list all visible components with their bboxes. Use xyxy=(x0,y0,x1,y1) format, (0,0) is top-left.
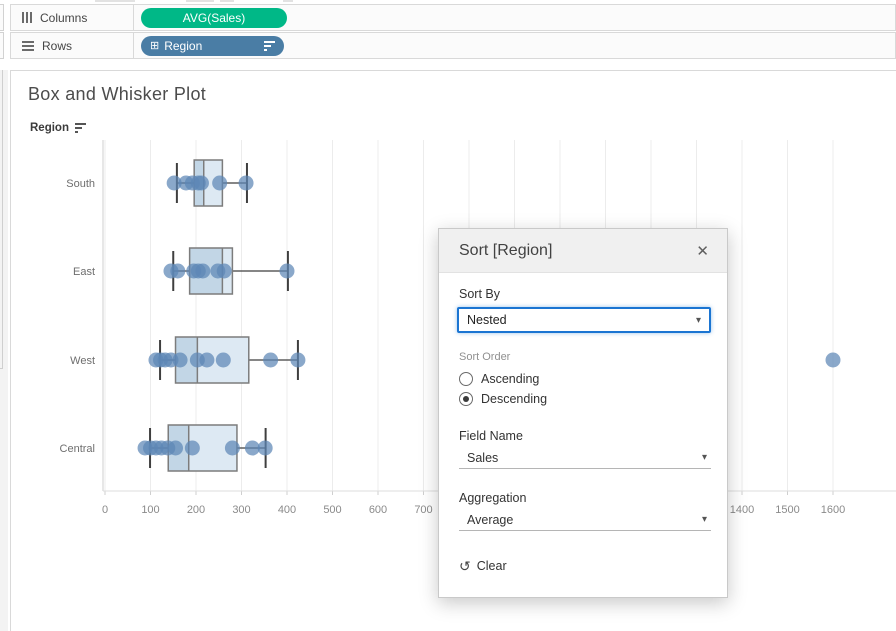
data-point[interactable] xyxy=(258,441,273,456)
chevron-down-icon: ▾ xyxy=(702,514,707,525)
descending-radio[interactable]: Descending xyxy=(459,391,547,407)
field-name-label: Field Name xyxy=(459,429,523,443)
toolbar-fragment xyxy=(283,0,293,2)
radio-circle[interactable] xyxy=(459,372,473,386)
cutoff-card-border xyxy=(2,70,3,368)
data-point[interactable] xyxy=(225,441,240,456)
sort-by-dropdown[interactable]: Nested ▾ xyxy=(457,307,711,333)
data-point[interactable] xyxy=(263,353,278,368)
cutoff-shelf-fragment xyxy=(0,32,4,59)
clear-button[interactable]: ↺ Clear xyxy=(459,559,507,573)
aggregation-label: Aggregation xyxy=(459,491,526,505)
sort-region-dialog: Sort [Region] ✕ Sort By Nested ▾ Sort Or… xyxy=(438,228,728,598)
sort-order-label: Sort Order xyxy=(459,351,510,363)
sort-by-value: Nested xyxy=(467,313,507,327)
sort-descending-icon[interactable] xyxy=(264,41,275,51)
region-pill-label: Region xyxy=(164,39,202,53)
data-point[interactable] xyxy=(826,353,841,368)
descending-radio-label: Descending xyxy=(481,392,547,406)
columns-shelf-label: Columns xyxy=(40,11,87,25)
region-column-header[interactable]: Region xyxy=(30,122,86,134)
data-point[interactable] xyxy=(185,441,200,456)
rows-shelf[interactable]: Rows ⊞ Region xyxy=(10,32,896,59)
toolbar-fragment xyxy=(220,0,234,2)
data-point[interactable] xyxy=(280,264,295,279)
avg-sales-pill[interactable]: AVG(Sales) xyxy=(141,8,287,28)
expand-plus-icon[interactable]: ⊞ xyxy=(150,41,159,52)
toolbar-fragment xyxy=(95,0,135,2)
rows-icon xyxy=(22,41,34,51)
cutoff-card-border xyxy=(0,368,3,369)
data-point[interactable] xyxy=(212,176,227,191)
radio-circle[interactable] xyxy=(459,392,473,406)
sort-by-label: Sort By xyxy=(459,287,500,301)
dialog-title: Sort [Region] xyxy=(459,242,692,260)
close-icon[interactable]: ✕ xyxy=(692,240,713,262)
data-point[interactable] xyxy=(290,353,305,368)
dialog-header: Sort [Region] ✕ xyxy=(439,229,727,273)
field-name-dropdown[interactable]: Sales ▾ xyxy=(459,447,711,469)
data-point[interactable] xyxy=(173,353,188,368)
data-point[interactable] xyxy=(216,353,231,368)
avg-sales-pill-label: AVG(Sales) xyxy=(183,11,245,25)
data-point[interactable] xyxy=(194,176,209,191)
data-point[interactable] xyxy=(199,353,214,368)
region-header-label: Region xyxy=(30,122,69,134)
chevron-down-icon: ▾ xyxy=(696,315,701,326)
region-pill[interactable]: ⊞ Region xyxy=(141,36,284,56)
field-name-value: Sales xyxy=(467,451,498,465)
ascending-radio-label: Ascending xyxy=(481,372,539,386)
data-point[interactable] xyxy=(170,264,185,279)
sort-descending-icon[interactable] xyxy=(75,123,86,133)
data-point[interactable] xyxy=(217,264,232,279)
chevron-down-icon: ▾ xyxy=(702,452,707,463)
rows-shelf-label-cell: Rows xyxy=(11,33,134,58)
clear-button-label: Clear xyxy=(477,559,507,573)
data-point[interactable] xyxy=(168,441,183,456)
tableau-workspace: Columns AVG(Sales) Rows ⊞ Region Box and… xyxy=(0,0,896,631)
undo-icon: ↺ xyxy=(459,559,471,573)
data-point[interactable] xyxy=(195,264,210,279)
aggregation-dropdown[interactable]: Average ▾ xyxy=(459,509,711,531)
toolbar-fragment xyxy=(186,0,214,2)
ascending-radio[interactable]: Ascending xyxy=(459,371,539,387)
columns-shelf-label-cell: Columns xyxy=(11,5,134,30)
data-point[interactable] xyxy=(239,176,254,191)
cutoff-shelf-fragment xyxy=(0,4,4,31)
columns-shelf[interactable]: Columns AVG(Sales) xyxy=(10,4,896,31)
sheet-title: Box and Whisker Plot xyxy=(28,84,206,105)
columns-icon xyxy=(22,12,32,23)
aggregation-value: Average xyxy=(467,513,513,527)
rows-shelf-label: Rows xyxy=(42,39,72,53)
